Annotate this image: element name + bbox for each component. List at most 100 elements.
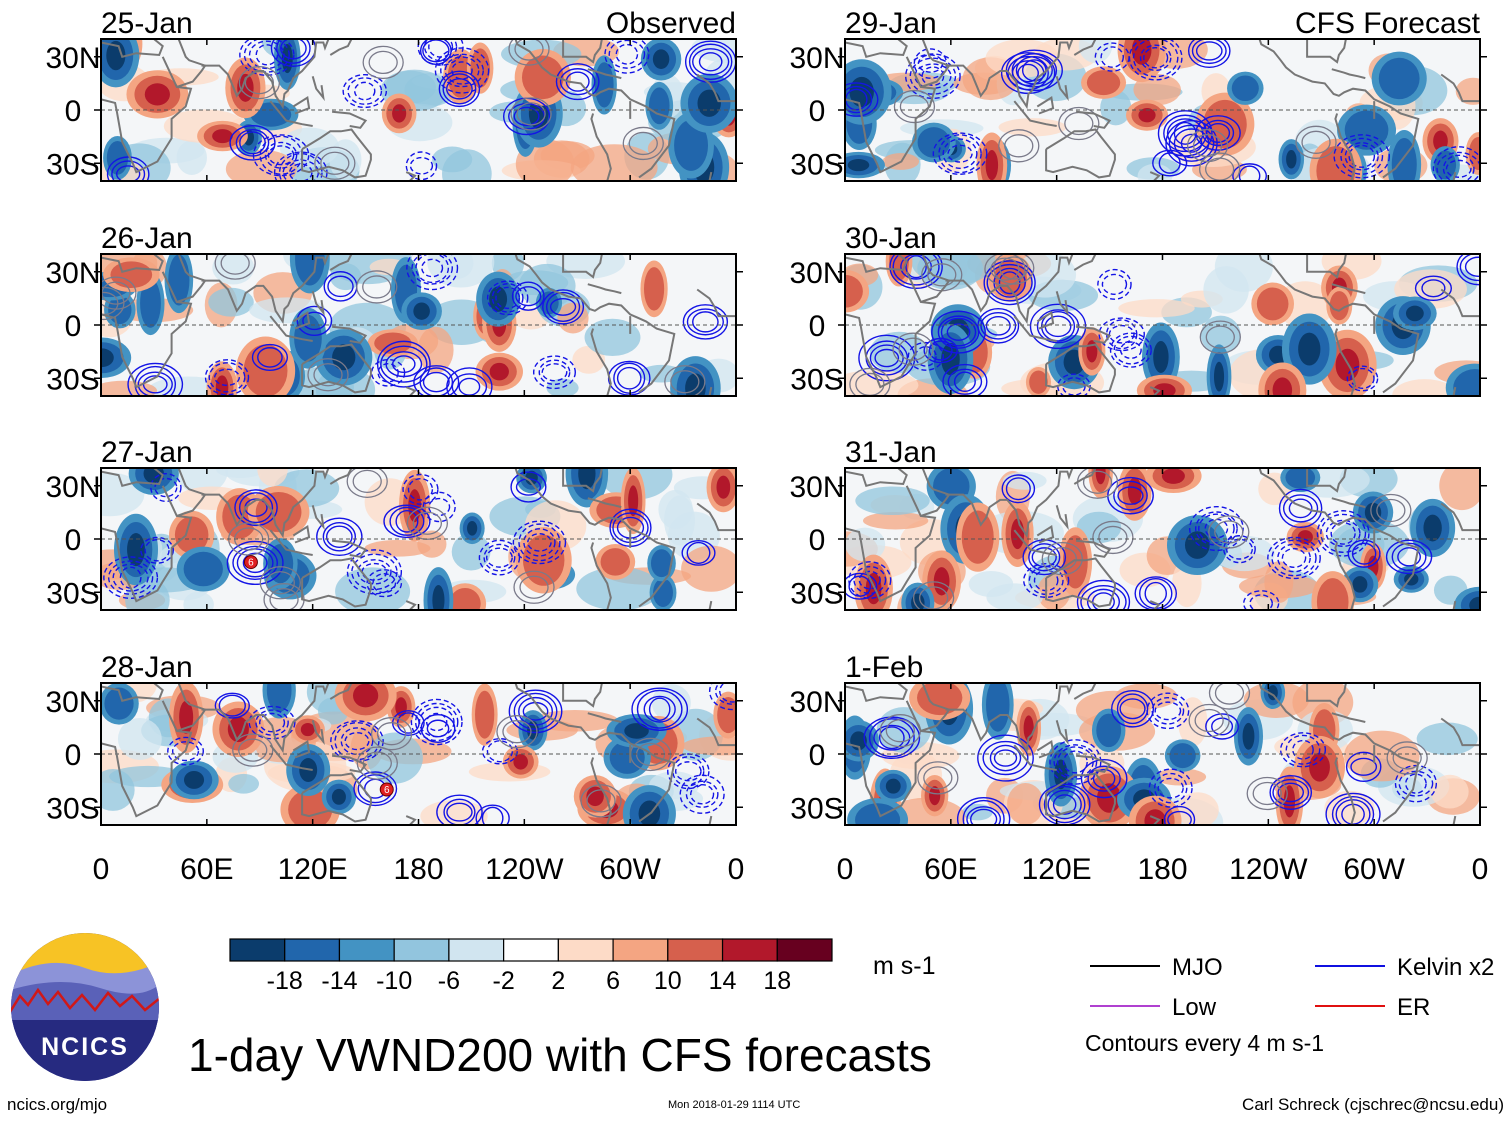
kelvin-contour (389, 506, 425, 536)
coastline (301, 128, 372, 179)
y-tick-label: 0 (809, 310, 826, 343)
kelvin-contour (1152, 149, 1188, 177)
coastline (201, 39, 330, 110)
coastline (1258, 39, 1420, 179)
coastline (1331, 497, 1366, 509)
wave-contour (259, 566, 301, 600)
kelvin-contour (1108, 324, 1135, 344)
coastline (845, 39, 908, 58)
anomaly-blob (1176, 792, 1219, 825)
coastline (696, 717, 736, 747)
anomaly-core (1242, 722, 1255, 750)
kelvin-contour (873, 724, 911, 751)
anomaly-blob (279, 127, 340, 168)
anomaly-core (855, 803, 901, 825)
anomaly-field (101, 254, 736, 396)
kelvin-contour (444, 56, 480, 85)
kelvin-contour (280, 39, 307, 60)
wave-contour (220, 254, 250, 275)
anomaly-core (1468, 137, 1480, 171)
coastline (1258, 468, 1420, 608)
y-tick-label: 0 (809, 739, 826, 772)
kelvin-contour (478, 539, 521, 576)
kelvin-contour (276, 39, 311, 64)
wave-contour (514, 39, 544, 61)
kelvin-contour (1128, 39, 1183, 81)
kelvin-contour (947, 368, 983, 395)
anomaly-core (845, 274, 863, 308)
kelvin-contour (1464, 256, 1480, 277)
wave-contour (1192, 133, 1223, 158)
kelvin-contour (1242, 590, 1280, 610)
anomaly-blob (228, 773, 260, 794)
coastline (1331, 712, 1366, 723)
kelvin-contour (481, 806, 504, 825)
kelvin-contour (1134, 576, 1177, 610)
kelvin-contour (1101, 273, 1128, 295)
y-tick-label: 30S (46, 792, 99, 825)
wave-contour (1386, 741, 1428, 775)
kelvin-contour (931, 310, 986, 354)
wave-contour (1186, 128, 1229, 163)
kelvin-contour (686, 308, 724, 336)
kelvin-contour (1117, 486, 1144, 505)
anomaly-blob (1137, 163, 1173, 181)
anomaly-blob (1238, 574, 1320, 599)
kelvin-contour (889, 254, 943, 290)
x-tick-label: 0 (1472, 853, 1489, 886)
coastline (696, 288, 736, 318)
kelvin-contour (977, 734, 1034, 782)
kelvin-contour (1269, 774, 1313, 810)
kelvin-contour (719, 683, 736, 703)
kelvin-contour (346, 549, 403, 595)
kelvin-contour (1076, 579, 1131, 610)
kelvin-contour (938, 134, 982, 174)
wave-contour (1208, 683, 1251, 710)
kelvin-contour (848, 561, 892, 599)
kelvin-contour (913, 48, 948, 79)
anomaly-core (847, 159, 870, 172)
anomaly-core (1286, 149, 1297, 169)
section-label: CFS Forecast (1295, 7, 1481, 40)
anomaly-blob (584, 318, 641, 357)
y-tick-label: 30N (789, 471, 844, 504)
anomaly-core (1316, 578, 1349, 610)
website-link[interactable]: ncics.org/mjo (7, 1095, 108, 1114)
kelvin-contour (1165, 119, 1218, 167)
wave-contour (999, 256, 1029, 280)
wave-contour (893, 89, 936, 124)
colorbar-swatch (776, 938, 833, 962)
kelvin-contour (106, 156, 150, 181)
kelvin-contour (1442, 154, 1475, 181)
coastline (101, 271, 193, 389)
anomaly-core (911, 593, 925, 610)
kelvin-contour (1080, 584, 1127, 610)
kelvin-contour (1391, 542, 1427, 572)
panel-29-Jan: 30N 0 30S 29-Jan CFS Forecast (789, 7, 1487, 182)
coastline (587, 68, 622, 80)
anomaly-field (845, 39, 1480, 181)
wave-contour (406, 506, 449, 540)
coastline (1013, 529, 1057, 556)
kelvin-contour (947, 144, 973, 163)
x-tick-label: 120E (278, 853, 348, 886)
kelvin-contour (239, 39, 295, 76)
kelvin-contour (508, 689, 563, 734)
kelvin-contour (255, 709, 289, 736)
kelvin-contour (515, 286, 542, 307)
colorbar-label: -2 (493, 967, 515, 995)
coastline (945, 683, 1074, 754)
kelvin-contour (226, 540, 284, 586)
kelvin-contour (234, 489, 278, 527)
anomaly-core (1405, 305, 1424, 322)
kelvin-contour (410, 698, 463, 746)
coastline (311, 505, 325, 531)
ncics-logo: NCICS (11, 933, 159, 1081)
kelvin-contour (405, 151, 438, 181)
kelvin-contour (1316, 510, 1370, 557)
kelvin-contour (278, 152, 323, 181)
kelvin-contour (377, 362, 399, 383)
kelvin-contour (112, 563, 149, 592)
coastline (562, 39, 603, 64)
kelvin-contour (436, 794, 483, 825)
